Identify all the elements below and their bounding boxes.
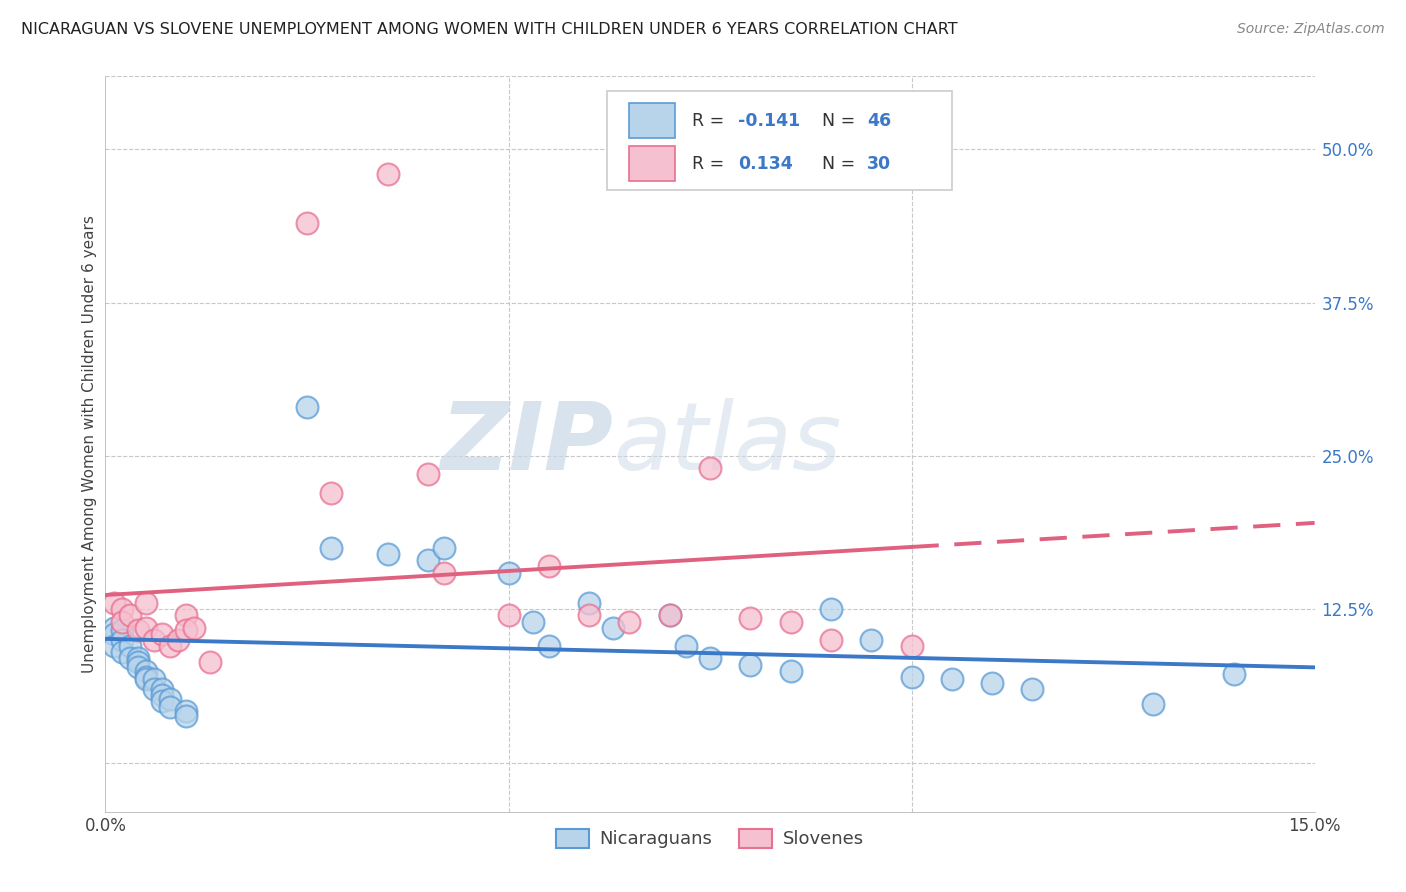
Point xyxy=(578,596,600,610)
Point xyxy=(498,566,520,580)
Point xyxy=(675,639,697,653)
Point xyxy=(159,700,181,714)
Text: R =: R = xyxy=(692,112,730,129)
Point xyxy=(820,602,842,616)
Point xyxy=(740,657,762,672)
FancyBboxPatch shape xyxy=(607,90,952,190)
Point xyxy=(1142,697,1164,711)
Bar xyxy=(628,145,675,181)
Point xyxy=(127,651,149,665)
Point xyxy=(779,664,801,678)
Point xyxy=(150,681,173,696)
Point xyxy=(200,655,222,669)
Point xyxy=(159,639,181,653)
Point xyxy=(183,621,205,635)
Point xyxy=(658,608,681,623)
Point xyxy=(740,611,762,625)
Point xyxy=(433,541,456,555)
Point xyxy=(135,621,157,635)
Point xyxy=(142,681,165,696)
Bar xyxy=(628,103,675,138)
Point xyxy=(174,623,197,637)
Point xyxy=(377,547,399,561)
Point xyxy=(167,633,190,648)
Point xyxy=(135,670,157,684)
Point xyxy=(103,627,125,641)
Point xyxy=(174,709,197,723)
Point xyxy=(110,633,132,648)
Point xyxy=(779,615,801,629)
Point xyxy=(174,608,197,623)
Point xyxy=(416,553,439,567)
Point xyxy=(110,623,132,637)
Point xyxy=(110,602,132,616)
Point xyxy=(537,559,560,574)
Point xyxy=(537,639,560,653)
Text: -0.141: -0.141 xyxy=(738,112,800,129)
Text: atlas: atlas xyxy=(613,398,842,490)
Point xyxy=(118,639,141,653)
Point xyxy=(658,608,681,623)
Text: N =: N = xyxy=(823,112,862,129)
Point xyxy=(820,633,842,648)
Point xyxy=(142,633,165,648)
Point xyxy=(602,621,624,635)
Point xyxy=(150,627,173,641)
Point xyxy=(150,694,173,708)
Point xyxy=(941,673,963,687)
Point xyxy=(498,608,520,623)
Point xyxy=(900,639,922,653)
Point xyxy=(118,608,141,623)
Point xyxy=(433,566,456,580)
Point xyxy=(860,633,883,648)
Text: Source: ZipAtlas.com: Source: ZipAtlas.com xyxy=(1237,22,1385,37)
Point xyxy=(1021,681,1043,696)
Text: 0.134: 0.134 xyxy=(738,155,793,173)
Point xyxy=(103,621,125,635)
Point xyxy=(135,596,157,610)
Point xyxy=(150,688,173,702)
Point xyxy=(135,664,157,678)
Point xyxy=(127,655,149,669)
Point xyxy=(321,541,343,555)
Point xyxy=(110,615,132,629)
Point xyxy=(127,623,149,637)
Point xyxy=(578,608,600,623)
Text: NICARAGUAN VS SLOVENE UNEMPLOYMENT AMONG WOMEN WITH CHILDREN UNDER 6 YEARS CORRE: NICARAGUAN VS SLOVENE UNEMPLOYMENT AMONG… xyxy=(21,22,957,37)
Point xyxy=(900,670,922,684)
Point xyxy=(321,485,343,500)
Point xyxy=(118,651,141,665)
Point xyxy=(377,167,399,181)
Point xyxy=(295,216,318,230)
Point xyxy=(103,639,125,653)
Point xyxy=(699,651,721,665)
Point xyxy=(159,692,181,706)
Text: 30: 30 xyxy=(868,155,891,173)
Point xyxy=(135,673,157,687)
Text: 46: 46 xyxy=(868,112,891,129)
Point xyxy=(981,676,1004,690)
Point xyxy=(619,615,641,629)
Text: ZIP: ZIP xyxy=(440,398,613,490)
Point xyxy=(522,615,544,629)
Text: R =: R = xyxy=(692,155,735,173)
Point xyxy=(699,461,721,475)
Point xyxy=(1223,667,1246,681)
Point xyxy=(416,467,439,482)
Point xyxy=(110,645,132,659)
Y-axis label: Unemployment Among Women with Children Under 6 years: Unemployment Among Women with Children U… xyxy=(82,215,97,673)
Point xyxy=(103,596,125,610)
Text: N =: N = xyxy=(823,155,862,173)
Legend: Nicaraguans, Slovenes: Nicaraguans, Slovenes xyxy=(548,822,872,855)
Point xyxy=(142,673,165,687)
Point xyxy=(174,704,197,718)
Point xyxy=(127,660,149,674)
Point xyxy=(295,400,318,414)
